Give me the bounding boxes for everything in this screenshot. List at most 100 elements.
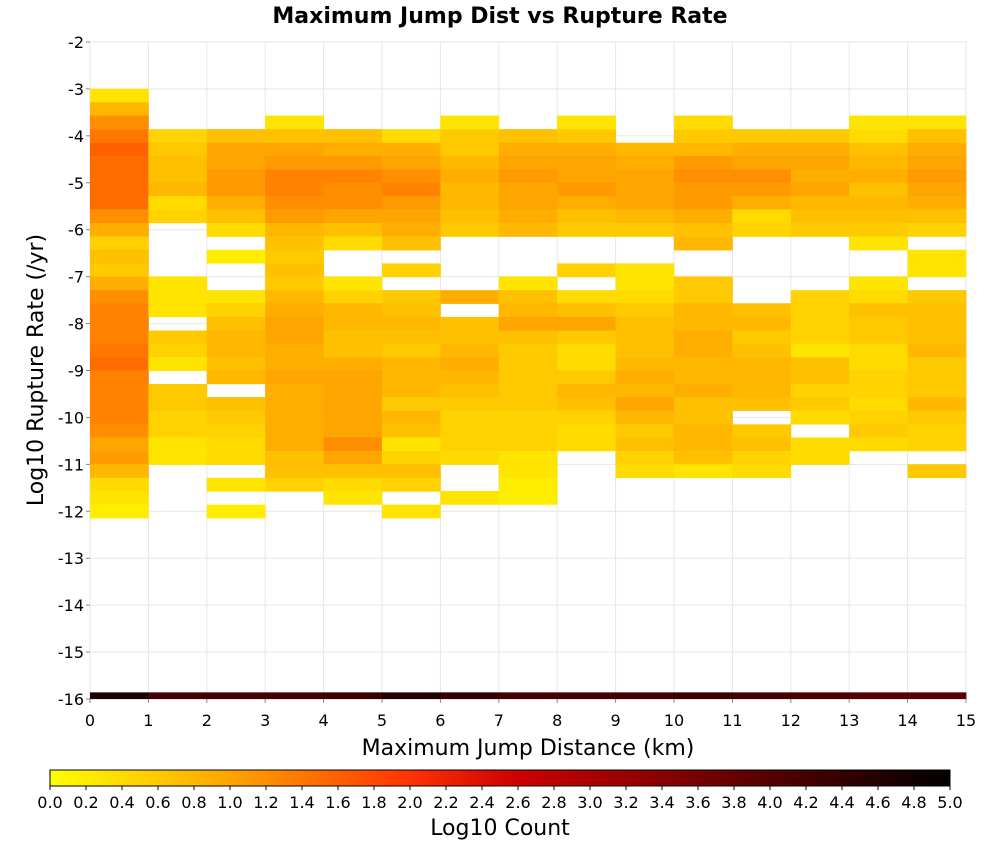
heatmap-cell (674, 196, 733, 211)
heatmap-cell (615, 169, 675, 184)
heatmap-cell (674, 115, 733, 130)
heatmap-cell (440, 290, 500, 304)
heatmap-cell (323, 142, 383, 157)
heatmap-cell (498, 209, 558, 224)
heatmap-cell (206, 142, 266, 157)
heatmap-cell (265, 276, 324, 291)
heatmap-cell (265, 249, 324, 264)
y-tick-label: -16 (58, 690, 84, 709)
heatmap-cell (907, 343, 967, 358)
heatmap-cell (323, 276, 383, 291)
heatmap-cell (148, 424, 208, 439)
y-tick-label: -15 (58, 643, 84, 662)
x-tick-label: 7 (494, 711, 504, 730)
heatmap-cell (148, 383, 208, 398)
heatmap-cell (674, 343, 733, 358)
heatmap-cell (615, 316, 675, 331)
heatmap-cell (206, 223, 266, 237)
heatmap-cell (732, 464, 792, 479)
heatmap-cell (849, 236, 908, 251)
heatmap-cell (732, 437, 792, 452)
heatmap-cell (90, 129, 149, 143)
heatmap-cell (498, 370, 558, 385)
y-tick-label: -8 (68, 315, 84, 334)
heatmap-cell (382, 383, 441, 398)
colorbar-tick-label: 2.0 (397, 793, 422, 812)
heatmap-cell (615, 397, 675, 411)
heatmap-cell (790, 370, 850, 385)
heatmap-cell (849, 223, 908, 237)
heatmap-cell (615, 155, 675, 170)
heatmap-cell (615, 196, 675, 211)
x-tick-label: 5 (377, 711, 387, 730)
heatmap-cell (907, 263, 967, 278)
heatmap-cell (90, 155, 149, 170)
heatmap-cell (790, 383, 850, 398)
heatmap-cell (90, 182, 149, 197)
heatmap-cell (382, 142, 441, 157)
y-tick-label: -12 (58, 502, 84, 521)
heatmap-cell (382, 263, 441, 278)
y-tick-label: -6 (68, 221, 84, 240)
heatmap-cell (90, 88, 149, 103)
heatmap-cell (615, 424, 675, 439)
heatmap-cell (674, 692, 733, 700)
heatmap-cell (498, 383, 558, 398)
heatmap-cell (498, 437, 558, 452)
heatmap-cell (790, 692, 850, 700)
heatmap-cell (206, 169, 266, 184)
heatmap-cell (849, 343, 908, 358)
heatmap-cell (90, 209, 149, 224)
heatmap-cell (498, 142, 558, 157)
heatmap-cell (148, 142, 208, 157)
heatmap-cell (265, 437, 324, 452)
heatmap-cell (382, 410, 441, 425)
colorbar-tick-label: 1.6 (325, 793, 350, 812)
heatmap-cell (440, 424, 500, 439)
heatmap-cell (323, 490, 383, 505)
heatmap-cell (615, 357, 675, 372)
heatmap-cell (498, 397, 558, 411)
heatmap-cell (674, 223, 733, 237)
heatmap-cell (790, 397, 850, 411)
colorbar-tick-label: 5.0 (937, 793, 962, 812)
heatmap-cell (790, 303, 850, 318)
heatmap-cell (674, 424, 733, 439)
heatmap-cell (148, 155, 208, 170)
heatmap-cell (323, 196, 383, 211)
heatmap-cell (90, 316, 149, 331)
heatmap-cell (382, 236, 441, 251)
heatmap-cell (90, 102, 149, 117)
heatmap-cell (674, 129, 733, 143)
heatmap-cell (90, 276, 149, 291)
heatmap-cell (206, 504, 266, 519)
heatmap-cell (382, 316, 441, 331)
colorbar-tick-label: 1.8 (361, 793, 386, 812)
heatmap-cell (323, 182, 383, 197)
heatmap-cell (323, 223, 383, 237)
y-tick-label: -4 (68, 127, 84, 146)
colorbar-title: Log10 Count (430, 816, 570, 841)
heatmap-cell (849, 424, 908, 439)
heatmap-cell (907, 209, 967, 224)
heatmap-cell (849, 196, 908, 211)
heatmap-cell (615, 437, 675, 452)
heatmap-cell (90, 303, 149, 318)
heatmap-cell (148, 343, 208, 358)
heatmap-cell (557, 155, 616, 170)
heatmap-cell (498, 129, 558, 143)
heatmap-cell (90, 692, 149, 700)
heatmap-cell (674, 182, 733, 197)
heatmap-cell (790, 129, 850, 143)
heatmap-cell (849, 357, 908, 372)
heatmap-cell (265, 357, 324, 372)
heatmap-cell (732, 223, 792, 237)
heatmap-cell (849, 155, 908, 170)
heatmap-cell (732, 343, 792, 358)
heatmap-cell (206, 343, 266, 358)
heatmap-cell (148, 397, 208, 411)
y-axis-title: Log10 Rupture Rate (/yr) (24, 234, 49, 506)
heatmap-cell (615, 330, 675, 345)
heatmap-cell (907, 303, 967, 318)
